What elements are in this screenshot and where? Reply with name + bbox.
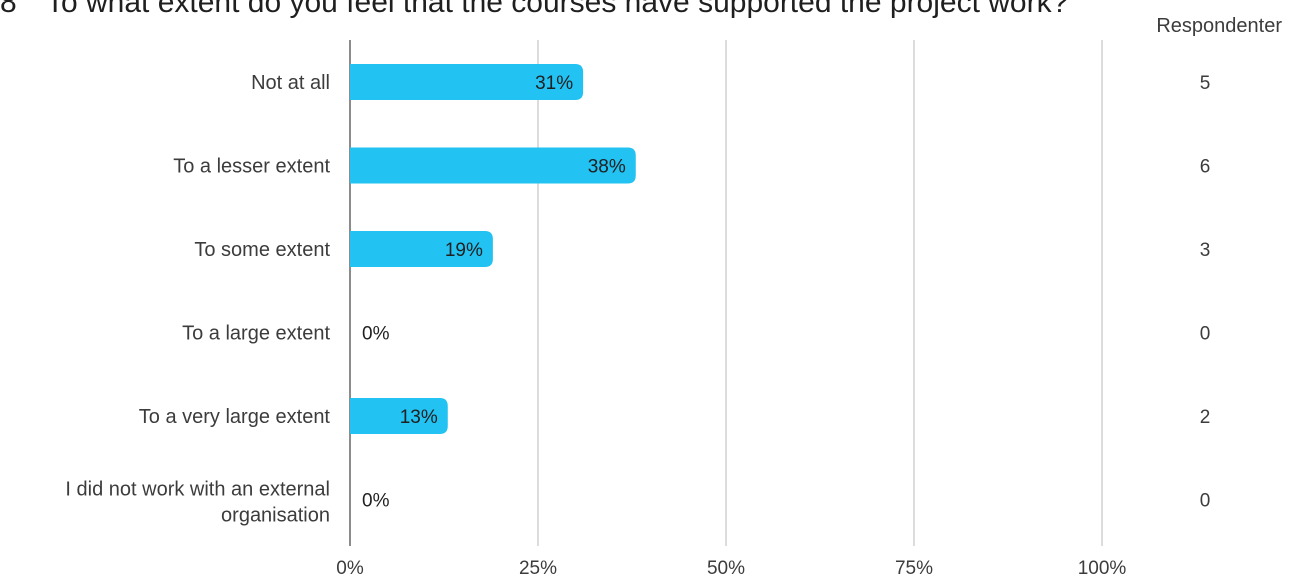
respondent-count: 0 (1200, 324, 1211, 345)
bar-value-label: 13% (400, 407, 438, 428)
respondents-header: Respondenter (1156, 15, 1282, 37)
respondent-count: 0 (1200, 491, 1211, 512)
category-label: To a lesser extent (173, 156, 330, 178)
bar-value-label: 0% (362, 491, 390, 512)
bar-value-label: 19% (445, 240, 483, 261)
respondent-count: 2 (1200, 407, 1211, 428)
category-label: To a large extent (182, 323, 330, 345)
x-tick-label: 25% (519, 558, 557, 577)
bar (350, 64, 584, 100)
respondent-count: 6 (1200, 157, 1211, 178)
bar (350, 147, 636, 184)
bar-value-label: 0% (362, 324, 390, 345)
category-label: I did not work with an external organisat… (65, 479, 330, 527)
respondent-count: 3 (1200, 240, 1211, 261)
category-label: Not at all (251, 72, 330, 94)
bar-value-label: 31% (535, 73, 573, 94)
bar (350, 398, 448, 434)
question-text: To what extent do you feel that the cour… (46, 0, 1069, 19)
x-tick-label: 75% (895, 558, 933, 577)
category-label: To some extent (194, 239, 330, 261)
x-tick-label: 50% (707, 558, 745, 577)
x-tick-label: 100% (1078, 558, 1127, 577)
chart-title: 8 To what extent do you feel that the cou… (0, 0, 1296, 20)
x-tick-label: 0% (336, 558, 364, 577)
respondent-count: 5 (1200, 73, 1211, 94)
bar-value-label: 38% (588, 157, 626, 178)
category-label: To a very large extent (139, 406, 331, 428)
question-number: 8 (0, 0, 17, 19)
bar (350, 231, 493, 267)
